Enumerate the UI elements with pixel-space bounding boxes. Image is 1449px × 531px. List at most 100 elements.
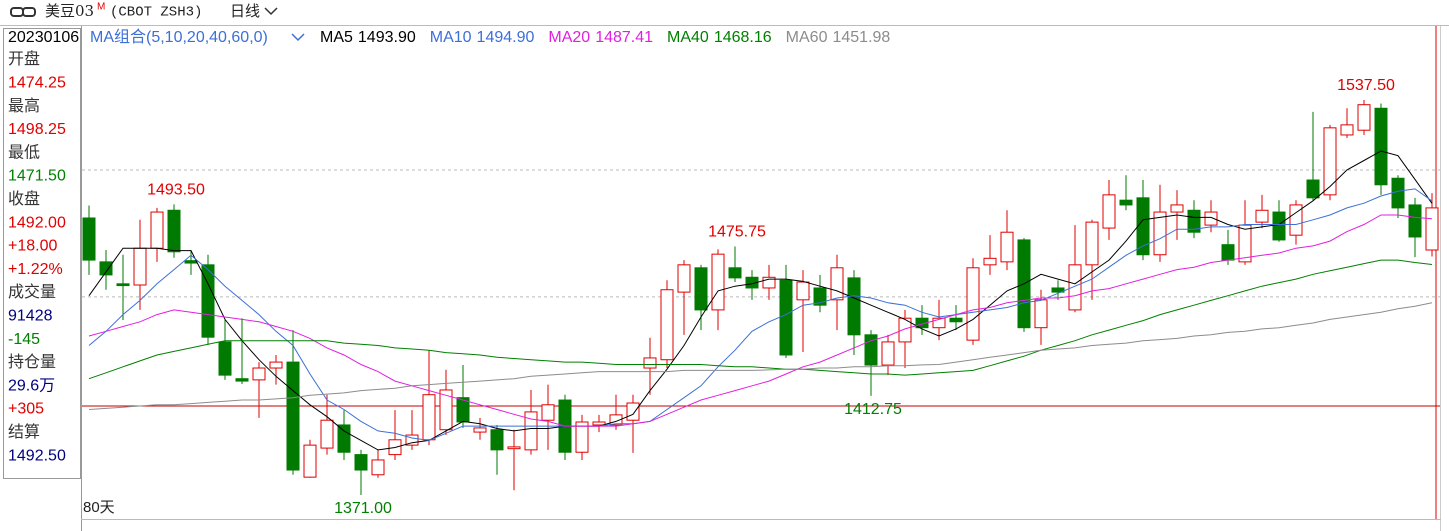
period-dropdown[interactable] bbox=[264, 7, 278, 16]
candle-body bbox=[762, 276, 776, 289]
candle-body bbox=[1153, 211, 1167, 256]
candle-body bbox=[1136, 197, 1150, 256]
window-length: 80天 bbox=[83, 499, 115, 516]
candle-body bbox=[269, 361, 283, 369]
info-item: 最高 bbox=[8, 97, 40, 115]
candle-body bbox=[82, 217, 96, 261]
badge: M bbox=[97, 2, 105, 13]
candle-body bbox=[1187, 209, 1201, 233]
ma-value: 1451.98 bbox=[832, 29, 890, 46]
info-item: 1498.25 bbox=[8, 121, 66, 138]
info-item: 1474.25 bbox=[8, 75, 66, 92]
candle-body bbox=[660, 289, 674, 361]
info-item: 结算 bbox=[8, 422, 40, 441]
candle-body bbox=[1306, 179, 1320, 199]
candle-body bbox=[1391, 177, 1405, 209]
candle-body bbox=[1170, 204, 1184, 213]
ma-group-title[interactable]: MA组合(5,10,20,40,60,0) bbox=[90, 28, 268, 46]
plot: 1493.50 1371.00 1475.75 1412.75 1537.50 bbox=[82, 77, 1440, 517]
candle-body bbox=[422, 394, 436, 441]
candle-body bbox=[677, 264, 691, 293]
high-label: 1475.75 bbox=[708, 224, 766, 241]
candle-body bbox=[507, 446, 521, 450]
link-icon bbox=[22, 7, 36, 17]
candle-body bbox=[881, 341, 895, 366]
candle-body bbox=[966, 267, 980, 341]
ma-line bbox=[88, 302, 1433, 410]
candle-body bbox=[1357, 104, 1371, 131]
info-item: 91428 bbox=[8, 308, 53, 325]
candle-body bbox=[983, 257, 997, 266]
ma-dropdown[interactable] bbox=[291, 33, 305, 42]
candle-body bbox=[184, 260, 198, 264]
ma-name: MA40 bbox=[667, 29, 709, 46]
info-item: 成交量 bbox=[8, 283, 56, 301]
candle-body bbox=[116, 283, 130, 287]
ma-legend: MA组合(5,10,20,40,60,0) MA5 1493.90 MA10 1494… bbox=[90, 28, 890, 46]
candle-body bbox=[830, 267, 844, 301]
candle-body bbox=[456, 397, 470, 423]
info-item: 收盘 bbox=[8, 189, 40, 208]
info-item: +1.22% bbox=[8, 261, 63, 278]
period[interactable]: 日线 bbox=[230, 2, 260, 20]
low-label: 1412.75 bbox=[844, 401, 902, 418]
candle-body bbox=[1000, 231, 1014, 263]
contract-code: (CBOT ZSH3) bbox=[110, 5, 202, 21]
info-item: -145 bbox=[8, 331, 40, 348]
ma-value: 1494.90 bbox=[477, 29, 535, 46]
candle-body bbox=[541, 404, 555, 421]
candle-body bbox=[1238, 224, 1252, 263]
ma-name: MA5 bbox=[320, 29, 353, 46]
candle-body bbox=[1289, 204, 1303, 236]
candle-body bbox=[1340, 124, 1354, 136]
high-label: 1493.50 bbox=[147, 182, 205, 199]
info-item: 最低 bbox=[8, 143, 40, 161]
candle-body bbox=[1085, 221, 1099, 266]
candle-body bbox=[303, 444, 317, 478]
candle-body bbox=[643, 357, 657, 369]
candle-body bbox=[1102, 194, 1116, 229]
candle-body bbox=[609, 414, 623, 426]
ma-name: MA60 bbox=[786, 29, 828, 46]
symbol[interactable]: 美豆03 bbox=[45, 2, 94, 20]
candle-body bbox=[694, 267, 708, 311]
ma-name: MA20 bbox=[548, 29, 590, 46]
candle-body bbox=[1034, 299, 1048, 329]
candle-body bbox=[201, 264, 215, 338]
info-item: 29.6万 bbox=[8, 377, 55, 394]
candle-body bbox=[167, 209, 181, 253]
info-list: 20230106 开盘 1474.25 最高 1498.25 最低 1471.50 收盘 149… bbox=[8, 29, 79, 464]
info-item: +18.00 bbox=[8, 238, 57, 255]
candle-body bbox=[1204, 211, 1218, 226]
low-label: 1371.00 bbox=[334, 500, 392, 517]
candle-body bbox=[337, 424, 351, 453]
candle-body bbox=[1255, 209, 1269, 223]
top-bar: 美豆03 M (CBOT ZSH3) 日线 bbox=[0, 2, 1449, 26]
candle-body bbox=[490, 429, 504, 451]
info-item: 20230106 bbox=[8, 29, 79, 46]
candle-body bbox=[1272, 211, 1286, 241]
ma-line bbox=[88, 150, 1433, 451]
candle-body bbox=[932, 317, 946, 329]
candle-body bbox=[813, 287, 827, 306]
candle-body bbox=[711, 253, 725, 311]
candle-body bbox=[779, 279, 793, 356]
candle-body bbox=[473, 427, 487, 433]
candle-body bbox=[1068, 264, 1082, 311]
ma-line bbox=[88, 214, 1433, 427]
candle-body bbox=[592, 421, 606, 426]
candle-body bbox=[1051, 287, 1065, 293]
candle-body bbox=[150, 211, 164, 249]
candle-body bbox=[1119, 199, 1133, 206]
ma-value: 1487.41 bbox=[595, 29, 653, 46]
ma-values: MA5 1493.90 MA10 1494.90 MA20 1487.41 MA40 1468… bbox=[320, 29, 890, 46]
candle-body bbox=[320, 419, 334, 449]
ma-value: 1468.16 bbox=[714, 29, 772, 46]
info-item: 1492.50 bbox=[8, 447, 66, 464]
candle-body bbox=[728, 267, 742, 279]
info-item: 开盘 bbox=[8, 49, 40, 68]
candle-body bbox=[575, 421, 589, 453]
info-item: 1492.00 bbox=[8, 214, 66, 231]
info-item: 1471.50 bbox=[8, 168, 66, 185]
